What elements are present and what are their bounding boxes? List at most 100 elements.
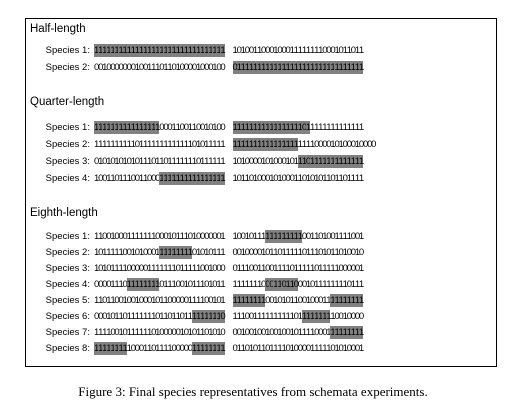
highlighted-bit: 1 <box>191 309 198 323</box>
bit: 1 <box>130 138 136 150</box>
bit: 0 <box>309 294 316 306</box>
bit: 1 <box>314 230 320 242</box>
highlighted-bit: 1 <box>289 120 295 134</box>
bit: 1 <box>159 342 165 354</box>
bitstring: 10111110010100011111111101010111 00100001… <box>94 245 364 260</box>
bit: 0 <box>204 61 210 73</box>
bit: 0 <box>318 230 324 242</box>
highlighted-bit: 1 <box>273 229 279 243</box>
bit: 1 <box>171 262 177 274</box>
bit: 0 <box>265 294 271 306</box>
highlighted-bit: 1 <box>256 137 263 151</box>
highlighted-bit: 1 <box>334 325 340 339</box>
highlighted-bit: 1 <box>346 60 352 74</box>
highlighted-bit: 1 <box>122 120 128 134</box>
bit: 1 <box>171 310 177 322</box>
bit: 1 <box>354 121 361 133</box>
bit: 1 <box>277 262 283 274</box>
highlighted-bit: 1 <box>138 120 145 134</box>
bit: 1 <box>110 278 116 290</box>
bit: 1 <box>191 230 198 242</box>
bit: 0 <box>244 342 251 354</box>
highlighted-bit: 0 <box>305 154 312 168</box>
bit: 0 <box>110 310 116 322</box>
highlighted-bit: 1 <box>261 137 267 151</box>
highlighted-bit: 1 <box>285 60 291 74</box>
bit: 1 <box>342 278 348 290</box>
highlighted-bit: 1 <box>289 277 295 291</box>
bit: 1 <box>236 342 242 354</box>
bit: 1 <box>297 262 304 274</box>
highlighted-bit: 1 <box>155 120 161 134</box>
bit: 1 <box>261 155 267 167</box>
highlighted-bit: 1 <box>232 293 238 307</box>
highlighted-bit: 1 <box>106 43 112 57</box>
highlighted-bit: 1 <box>208 43 214 57</box>
bit: 1 <box>261 262 267 274</box>
highlighted-bit: 1 <box>244 120 251 134</box>
bit: 1 <box>212 121 218 133</box>
bit: 1 <box>240 278 246 290</box>
bit: 1 <box>309 230 316 242</box>
group-gap <box>225 230 233 243</box>
bit: 0 <box>301 172 308 184</box>
highlighted-bit: 1 <box>285 137 291 151</box>
bit: 1 <box>293 262 299 274</box>
bit: 1 <box>261 230 267 242</box>
bit: 1 <box>232 44 238 56</box>
bit: 1 <box>232 278 238 290</box>
bit: 0 <box>151 342 157 354</box>
bit: 1 <box>147 138 153 150</box>
row-label: Species 7: <box>45 327 90 338</box>
bit: 0 <box>248 326 255 338</box>
bit: 1 <box>151 310 157 322</box>
bit: 1 <box>318 342 324 354</box>
bit: 1 <box>155 246 161 258</box>
bit: 1 <box>338 278 344 290</box>
bit: 0 <box>114 230 120 242</box>
bit: 0 <box>314 138 320 150</box>
bit: 0 <box>350 262 357 274</box>
bit: 1 <box>118 172 124 184</box>
bit: 0 <box>155 230 161 242</box>
highlighted-bit: 1 <box>248 120 255 134</box>
bit: 0 <box>326 246 332 258</box>
bit: 1 <box>118 310 124 322</box>
bit: 0 <box>191 246 198 258</box>
bit: 0 <box>179 310 185 322</box>
bit: 0 <box>342 262 348 274</box>
bit: 1 <box>273 294 279 306</box>
highlighted-bit: 1 <box>216 309 222 323</box>
bit: 1 <box>293 172 299 184</box>
bit: 1 <box>191 155 198 167</box>
bit: 1 <box>244 172 251 184</box>
bit: 1 <box>240 246 246 258</box>
bit: 1 <box>142 230 149 242</box>
bit: 0 <box>122 230 128 242</box>
bit: 0 <box>134 172 141 184</box>
bit: 1 <box>322 342 328 354</box>
bit: 0 <box>126 294 132 306</box>
bit: 0 <box>106 278 112 290</box>
bit: 1 <box>358 121 365 133</box>
bit: 1 <box>309 246 316 258</box>
group-gap <box>225 262 233 275</box>
bit: 0 <box>204 230 210 242</box>
bit: 0 <box>318 138 324 150</box>
bit: 1 <box>102 262 108 274</box>
bit: 0 <box>200 121 206 133</box>
bit: 1 <box>142 172 149 184</box>
bit: 1 <box>163 278 169 290</box>
bit: 1 <box>204 246 210 258</box>
highlighted-bit: 1 <box>110 120 116 134</box>
bit: 1 <box>301 138 308 150</box>
bitstring: 11111111110111111111111101011111 11111111… <box>94 137 376 152</box>
bit: 1 <box>354 138 361 150</box>
bit: 0 <box>236 172 242 184</box>
bit: 1 <box>138 230 145 242</box>
bit: 1 <box>338 230 344 242</box>
bit: 0 <box>200 246 206 258</box>
highlighted-bit: 1 <box>167 43 173 57</box>
row-eighth-species-5: Species 5: 11011001001000101100000111100… <box>26 293 496 308</box>
highlighted-bit: 1 <box>322 60 328 74</box>
